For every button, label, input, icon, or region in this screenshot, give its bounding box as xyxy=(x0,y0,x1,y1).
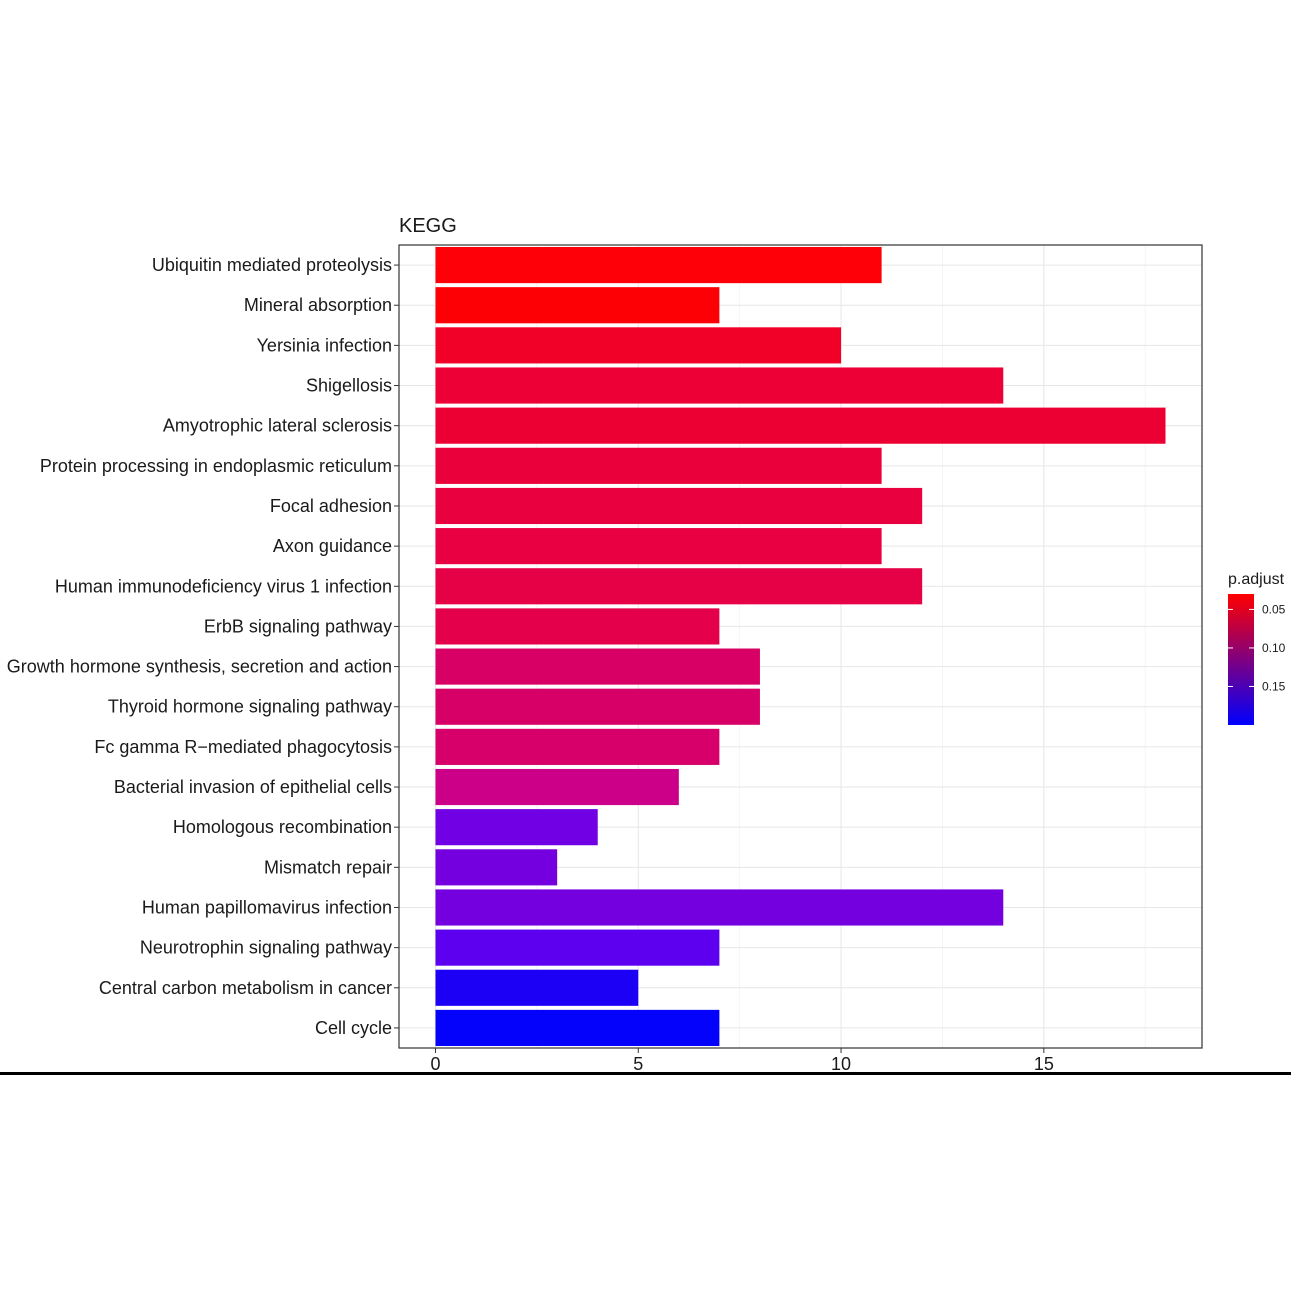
bar xyxy=(435,568,923,605)
bar xyxy=(435,688,760,725)
y-tick-label: ErbB signaling pathway xyxy=(204,616,392,636)
y-tick-label: Thyroid hormone signaling pathway xyxy=(108,697,392,717)
bar xyxy=(435,287,720,324)
y-tick-label: Ubiquitin mediated proteolysis xyxy=(152,255,392,275)
bar xyxy=(435,247,882,284)
x-axis: 0 5 10 15 xyxy=(430,1048,1054,1074)
plot-panel xyxy=(399,245,1202,1048)
color-legend: p.adjust 0.05 0.10 0.15 xyxy=(1228,571,1286,725)
x-tick-label: 5 xyxy=(633,1054,643,1074)
x-tick-label: 0 xyxy=(430,1054,440,1074)
bars xyxy=(435,247,1166,1046)
y-tick-label: Mismatch repair xyxy=(264,857,392,877)
legend-tick-label: 0.05 xyxy=(1262,602,1286,616)
y-tick-label: Mineral absorption xyxy=(244,295,392,315)
y-tick-label: Bacterial invasion of epithelial cells xyxy=(114,777,392,797)
bar xyxy=(435,809,598,846)
y-tick-label: Growth hormone synthesis, secretion and … xyxy=(7,657,392,677)
y-tick-label: Amyotrophic lateral sclerosis xyxy=(163,416,392,436)
y-tick-label: Human papillomavirus infection xyxy=(142,897,392,917)
bar xyxy=(435,487,923,525)
bottom-rule xyxy=(0,1072,1291,1075)
bar xyxy=(435,327,842,364)
y-tick-label: Shigellosis xyxy=(306,376,392,396)
x-tick-label: 15 xyxy=(1034,1054,1054,1074)
y-axis: Ubiquitin mediated proteolysis Mineral ab… xyxy=(7,255,399,1038)
x-tick-label: 10 xyxy=(831,1054,851,1074)
bar xyxy=(435,1009,720,1046)
legend-ticks: 0.05 0.10 0.15 xyxy=(1228,602,1286,693)
bar xyxy=(435,367,1004,404)
legend-colorbar xyxy=(1228,594,1254,725)
bar xyxy=(435,728,720,765)
bar xyxy=(435,768,679,806)
bar xyxy=(435,929,720,966)
bar xyxy=(435,407,1166,444)
y-tick-label: Focal adhesion xyxy=(270,496,392,516)
y-tick-label: Homologous recombination xyxy=(173,817,392,837)
bar xyxy=(435,889,1004,926)
y-tick-label: Fc gamma R−mediated phagocytosis xyxy=(94,737,392,757)
bar xyxy=(435,528,882,565)
y-tick-label: Neurotrophin signaling pathway xyxy=(140,938,392,958)
chart-title: KEGG xyxy=(399,215,457,237)
bar xyxy=(435,969,639,1006)
legend-title: p.adjust xyxy=(1228,571,1285,588)
legend-tick-label: 0.15 xyxy=(1262,679,1286,693)
bar xyxy=(435,849,558,886)
bar xyxy=(435,608,720,645)
y-tick-label: Yersinia infection xyxy=(257,335,392,355)
y-tick-label: Human immunodeficiency virus 1 infection xyxy=(55,576,392,596)
plot-border xyxy=(398,244,1203,1049)
bar xyxy=(435,447,882,484)
y-tick-label: Central carbon metabolism in cancer xyxy=(99,978,392,998)
y-tick-label: Protein processing in endoplasmic reticu… xyxy=(40,456,392,476)
legend-tick-label: 0.10 xyxy=(1262,641,1286,655)
y-tick-label: Cell cycle xyxy=(315,1018,392,1038)
y-tick-label: Axon guidance xyxy=(273,536,392,556)
bar xyxy=(435,648,760,685)
